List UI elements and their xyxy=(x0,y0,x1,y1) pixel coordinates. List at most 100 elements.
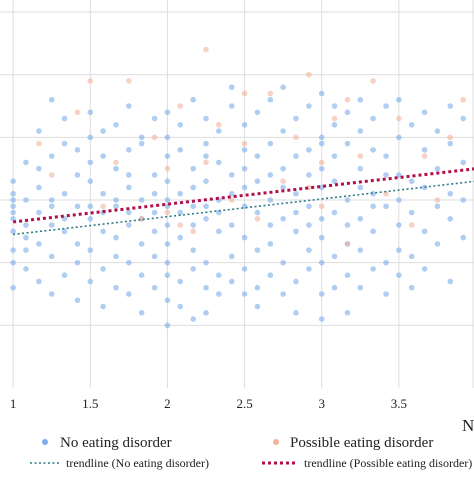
scatter-point-possible-eating-disorder xyxy=(164,165,171,172)
scatter-point-no-eating-disorder xyxy=(203,178,209,184)
scatter-point-no-eating-disorder xyxy=(293,209,299,216)
scatter-point-no-eating-disorder xyxy=(434,128,441,134)
scatter-point-no-eating-disorder xyxy=(87,278,94,285)
scatter-point-no-eating-disorder xyxy=(10,247,16,253)
scatter-point-no-eating-disorder xyxy=(383,172,389,178)
scatter-point-no-eating-disorder xyxy=(177,209,184,216)
scatter-point-no-eating-disorder xyxy=(216,128,222,134)
legend-label-trendline-possible-eating-disorder: trendline (Possible eating disorder) xyxy=(304,456,472,470)
scatter-point-no-eating-disorder xyxy=(383,203,389,210)
scatter-point-no-eating-disorder xyxy=(10,197,16,203)
scatter-point-possible-eating-disorder xyxy=(370,78,376,84)
scatter-point-no-eating-disorder xyxy=(370,115,376,122)
scatter-point-no-eating-disorder xyxy=(190,316,196,322)
scatter-point-no-eating-disorder xyxy=(228,278,235,285)
scatter-point-no-eating-disorder xyxy=(318,90,325,97)
scatter-point-no-eating-disorder xyxy=(74,241,81,247)
scatter-point-no-eating-disorder xyxy=(10,259,16,266)
scatter-point-possible-eating-disorder xyxy=(318,159,325,166)
scatter-point-no-eating-disorder xyxy=(383,259,389,266)
scatter-point-no-eating-disorder xyxy=(151,228,158,235)
scatter-point-no-eating-disorder xyxy=(113,203,119,210)
scatter-point-no-eating-disorder xyxy=(344,310,351,316)
scatter-point-no-eating-disorder xyxy=(357,96,364,103)
scatter-point-no-eating-disorder xyxy=(48,253,55,260)
scatter-point-no-eating-disorder xyxy=(61,140,68,147)
scatter-point-no-eating-disorder xyxy=(164,259,171,266)
scatter-point-no-eating-disorder xyxy=(23,222,29,228)
scatter-point-no-eating-disorder xyxy=(396,172,402,178)
scatter-point-no-eating-disorder xyxy=(138,197,145,203)
scatter-point-no-eating-disorder xyxy=(357,247,364,253)
scatter-point-no-eating-disorder xyxy=(10,190,16,197)
scatter-point-no-eating-disorder xyxy=(138,134,145,141)
grid-layer xyxy=(0,0,474,388)
scatter-point-no-eating-disorder xyxy=(126,172,132,178)
scatter-point-no-eating-disorder xyxy=(254,303,261,310)
scatter-point-no-eating-disorder xyxy=(48,222,55,228)
scatter-point-no-eating-disorder xyxy=(267,140,274,147)
scatter-point-no-eating-disorder xyxy=(306,266,312,272)
scatter-point-no-eating-disorder xyxy=(460,115,466,122)
scatter-point-no-eating-disorder xyxy=(280,259,286,266)
scatter-point-no-eating-disorder xyxy=(216,228,222,235)
scatter-point-no-eating-disorder xyxy=(254,178,261,184)
scatter-point-no-eating-disorder xyxy=(87,216,94,222)
scatter-point-possible-eating-disorder xyxy=(357,153,364,159)
scatter-point-no-eating-disorder xyxy=(306,103,312,109)
scatter-point-no-eating-disorder xyxy=(151,209,158,216)
scatter-point-no-eating-disorder xyxy=(87,178,94,184)
scatter-point-no-eating-disorder xyxy=(267,172,274,178)
scatter-point-no-eating-disorder xyxy=(126,209,132,216)
scatter-point-no-eating-disorder xyxy=(344,109,351,116)
scatter-point-no-eating-disorder xyxy=(396,197,402,203)
scatter-point-no-eating-disorder xyxy=(126,259,132,266)
scatter-point-no-eating-disorder xyxy=(293,190,299,197)
scatter-point-possible-eating-disorder xyxy=(460,96,466,103)
scatter-point-possible-eating-disorder xyxy=(293,134,299,141)
scatter-point-no-eating-disorder xyxy=(344,222,351,228)
scatter-point-no-eating-disorder xyxy=(113,122,119,128)
scatter-point-no-eating-disorder xyxy=(87,203,94,210)
scatter-point-no-eating-disorder xyxy=(164,109,171,116)
scatter-point-no-eating-disorder xyxy=(216,159,222,166)
scatter-point-no-eating-disorder xyxy=(318,291,325,297)
scatter-point-no-eating-disorder xyxy=(434,203,441,210)
scatter-point-no-eating-disorder xyxy=(164,134,171,141)
scatter-point-possible-eating-disorder xyxy=(177,103,184,109)
scatter-point-no-eating-disorder xyxy=(280,165,286,172)
scatter-point-no-eating-disorder xyxy=(126,103,132,109)
scatter-point-no-eating-disorder xyxy=(267,272,274,279)
scatter-point-no-eating-disorder xyxy=(164,322,171,329)
scatter-point-possible-eating-disorder xyxy=(48,172,55,178)
scatter-point-possible-eating-disorder xyxy=(126,78,132,84)
scatter-point-no-eating-disorder xyxy=(318,216,325,222)
scatter-point-no-eating-disorder xyxy=(434,241,441,247)
scatter-point-no-eating-disorder xyxy=(447,140,454,147)
scatter-point-no-eating-disorder xyxy=(306,172,312,178)
scatter-point-no-eating-disorder xyxy=(164,272,171,279)
scatter-point-no-eating-disorder xyxy=(460,234,466,241)
scatter-point-no-eating-disorder xyxy=(421,147,428,153)
scatter-point-no-eating-disorder xyxy=(177,147,184,153)
scatter-point-no-eating-disorder xyxy=(61,190,68,197)
scatter-point-possible-eating-disorder xyxy=(344,241,351,247)
scatter-point-no-eating-disorder xyxy=(228,222,235,228)
scatter-point-possible-eating-disorder xyxy=(190,228,196,235)
scatter-point-no-eating-disorder xyxy=(23,234,29,241)
scatter-point-no-eating-disorder xyxy=(151,172,158,178)
scatter-point-no-eating-disorder xyxy=(280,216,286,222)
scatter-point-no-eating-disorder xyxy=(331,284,338,291)
scatter-point-possible-eating-disorder xyxy=(421,153,428,159)
scatter-point-no-eating-disorder xyxy=(434,165,441,172)
scatter-point-no-eating-disorder xyxy=(267,197,274,203)
scatter-point-no-eating-disorder xyxy=(318,140,325,147)
scatter-point-no-eating-disorder xyxy=(190,96,196,103)
legend-label-trendline-no-eating-disorder: trendline (No eating disorder) xyxy=(66,456,209,470)
scatter-point-no-eating-disorder xyxy=(190,184,196,191)
scatter-point-no-eating-disorder xyxy=(87,247,94,253)
scatter-point-possible-eating-disorder xyxy=(36,140,42,147)
scatter-point-no-eating-disorder xyxy=(138,241,145,247)
scatter-point-no-eating-disorder xyxy=(74,147,81,153)
scatter-point-no-eating-disorder xyxy=(177,278,184,285)
